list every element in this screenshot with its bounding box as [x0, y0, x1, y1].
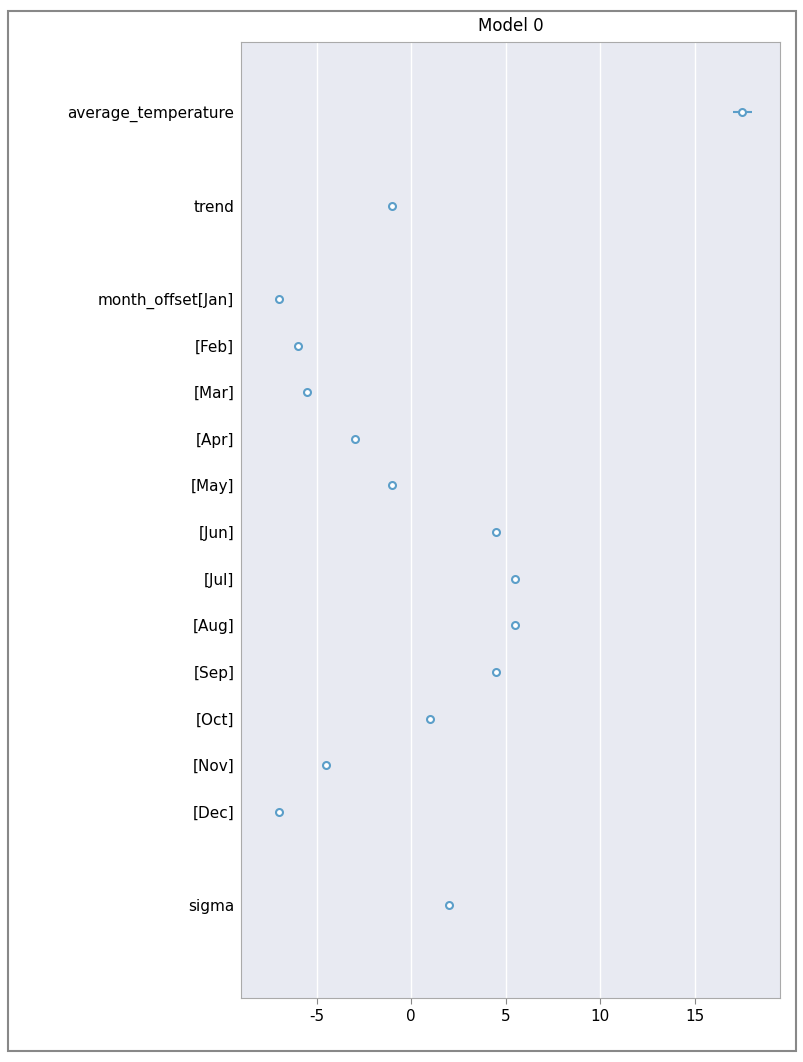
Title: Model 0: Model 0: [477, 17, 543, 35]
